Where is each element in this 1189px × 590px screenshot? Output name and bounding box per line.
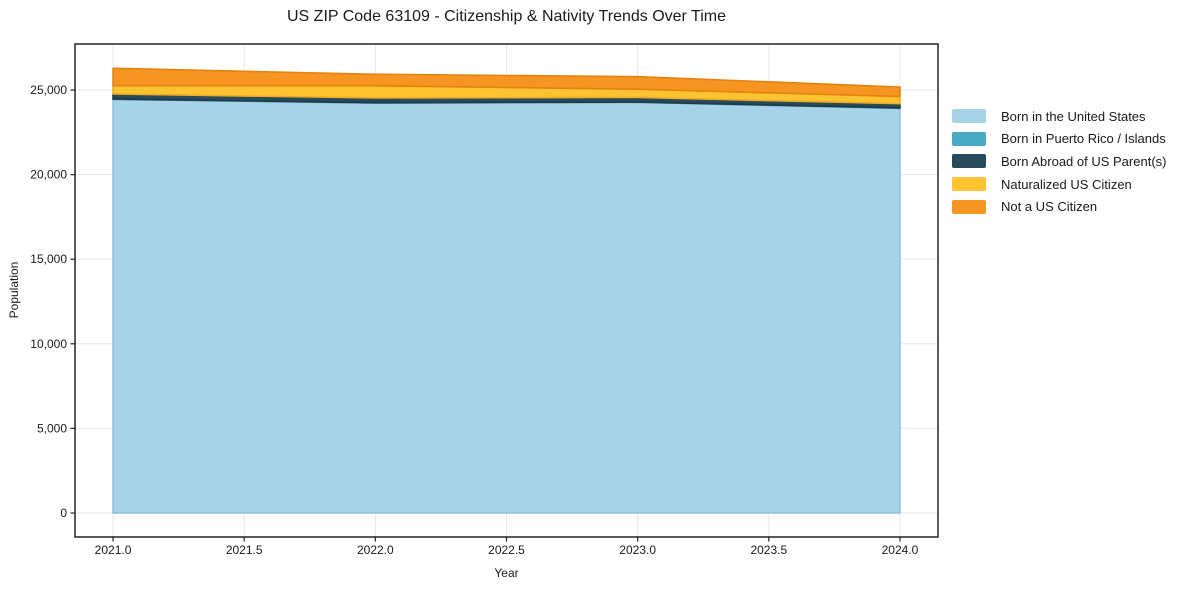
x-tick-label: 2021.5 (226, 543, 263, 557)
legend-item-not-a-us-citizen: Not a US Citizen (952, 195, 1166, 218)
y-tick-label: 5,000 (37, 421, 67, 435)
x-axis-label: Year (494, 566, 519, 580)
area-born-in-the-united-states (112, 98, 901, 514)
x-tick-label: 2022.5 (488, 543, 525, 557)
legend: Born in the United States Born in Puerto … (952, 105, 1167, 218)
legend-swatch (952, 109, 986, 124)
x-tick-label: 2022.0 (357, 543, 394, 557)
legend-label: Born in Puerto Rico / Islands (1001, 131, 1166, 147)
legend-item-born-abroad-of-us-parent-s: Born Abroad of US Parent(s) (952, 150, 1166, 173)
chart-title: US ZIP Code 63109 - Citizenship & Nativi… (287, 8, 726, 25)
y-tick-label: 15,000 (30, 252, 67, 266)
legend-swatch (952, 131, 986, 146)
y-tick-label: 20,000 (30, 168, 67, 182)
legend-swatch (952, 199, 986, 214)
legend-label: Born Abroad of US Parent(s) (1001, 153, 1167, 169)
x-tick-label: 2024.0 (882, 543, 919, 557)
legend-swatch (952, 154, 986, 169)
legend-item-naturalized-us-citizen: Naturalized US Citizen (952, 173, 1166, 196)
y-tick-label: 0 (60, 506, 67, 520)
y-tick-label: 25,000 (30, 83, 67, 97)
y-tick-label: 10,000 (30, 337, 67, 351)
x-tick-label: 2023.5 (750, 543, 787, 557)
legend-item-born-in-the-united-states: Born in the United States (952, 105, 1166, 128)
legend-label: Born in the United States (1001, 108, 1146, 124)
area-not-a-us-citizen (112, 67, 901, 98)
legend-label: Not a US Citizen (1001, 199, 1098, 215)
plot-border (74, 43, 939, 538)
legend-item-born-in-puerto-rico-islands: Born in Puerto Rico / Islands (952, 128, 1166, 151)
x-tick-label: 2023.0 (619, 543, 656, 557)
legend-swatch (952, 177, 986, 192)
x-tick-label: 2021.0 (95, 543, 132, 557)
legend-label: Naturalized US Citizen (1001, 176, 1132, 192)
